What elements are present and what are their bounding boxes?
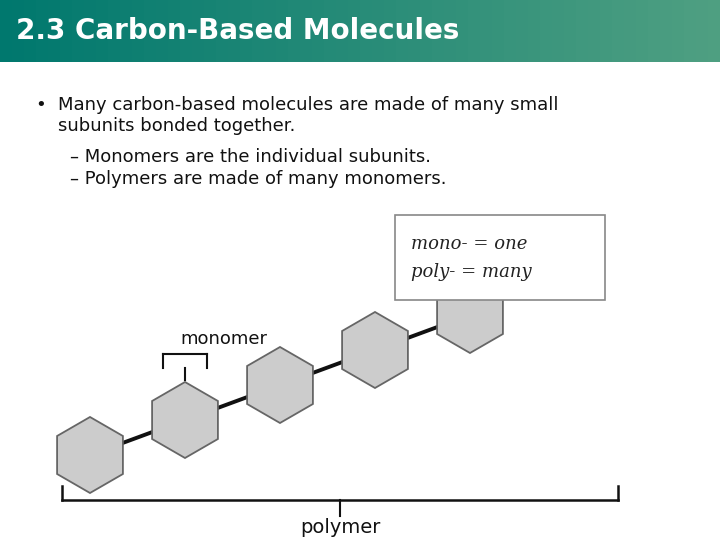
Bar <box>396 0 409 62</box>
Bar <box>204 0 217 62</box>
Bar <box>624 0 637 62</box>
Bar <box>444 0 457 62</box>
Bar <box>84 0 97 62</box>
Bar <box>672 0 685 62</box>
Bar <box>612 0 625 62</box>
Bar <box>144 0 157 62</box>
Bar <box>504 0 517 62</box>
Bar <box>300 0 313 62</box>
Bar <box>240 0 253 62</box>
Bar <box>60 0 73 62</box>
Bar <box>600 0 613 62</box>
Polygon shape <box>247 347 313 423</box>
Polygon shape <box>342 312 408 388</box>
Bar <box>96 0 109 62</box>
Bar <box>540 0 553 62</box>
Bar <box>216 0 229 62</box>
Bar <box>480 0 493 62</box>
Bar <box>588 0 601 62</box>
Bar <box>132 0 145 62</box>
Bar <box>492 0 505 62</box>
Bar <box>576 0 589 62</box>
Text: mono- = one: mono- = one <box>411 235 527 253</box>
Bar <box>156 0 169 62</box>
Bar <box>468 0 481 62</box>
Bar <box>72 0 85 62</box>
Bar <box>288 0 301 62</box>
Bar <box>456 0 469 62</box>
Bar <box>180 0 193 62</box>
Bar <box>252 0 265 62</box>
Text: 2.3 Carbon-Based Molecules: 2.3 Carbon-Based Molecules <box>16 17 459 45</box>
Bar <box>372 0 385 62</box>
Bar <box>636 0 649 62</box>
Polygon shape <box>437 277 503 353</box>
Bar <box>408 0 421 62</box>
Bar <box>12 0 25 62</box>
Bar <box>24 0 37 62</box>
Bar <box>264 0 277 62</box>
Bar <box>48 0 61 62</box>
Bar <box>395 215 605 300</box>
Bar <box>228 0 241 62</box>
Bar <box>684 0 697 62</box>
Bar <box>420 0 433 62</box>
Text: poly- = many: poly- = many <box>411 263 531 281</box>
Bar <box>324 0 337 62</box>
Bar <box>276 0 289 62</box>
Bar <box>648 0 661 62</box>
Bar <box>348 0 361 62</box>
Bar <box>660 0 673 62</box>
Bar <box>0 0 13 62</box>
Text: polymer: polymer <box>300 518 380 537</box>
Bar <box>0 0 720 62</box>
Bar <box>108 0 121 62</box>
Bar <box>120 0 133 62</box>
Polygon shape <box>152 382 218 458</box>
Text: subunits bonded together.: subunits bonded together. <box>58 117 295 135</box>
Bar <box>36 0 49 62</box>
Bar <box>516 0 529 62</box>
Text: •: • <box>35 96 46 114</box>
Bar <box>708 0 720 62</box>
Bar <box>336 0 349 62</box>
Bar <box>312 0 325 62</box>
Text: monomer: monomer <box>180 330 267 348</box>
Bar <box>384 0 397 62</box>
Bar <box>192 0 205 62</box>
Polygon shape <box>57 417 123 493</box>
Text: – Polymers are made of many monomers.: – Polymers are made of many monomers. <box>70 170 446 188</box>
Bar <box>168 0 181 62</box>
Bar <box>696 0 709 62</box>
Bar <box>564 0 577 62</box>
Bar <box>432 0 445 62</box>
Text: Many carbon-based molecules are made of many small: Many carbon-based molecules are made of … <box>58 96 559 114</box>
Text: – Monomers are the individual subunits.: – Monomers are the individual subunits. <box>70 148 431 166</box>
Bar <box>552 0 565 62</box>
Bar <box>528 0 541 62</box>
Bar <box>360 0 373 62</box>
